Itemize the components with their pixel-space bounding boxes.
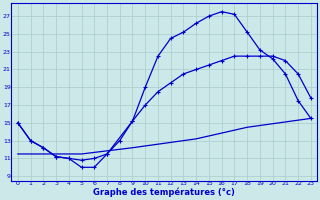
X-axis label: Graphe des températures (°c): Graphe des températures (°c) — [93, 188, 235, 197]
